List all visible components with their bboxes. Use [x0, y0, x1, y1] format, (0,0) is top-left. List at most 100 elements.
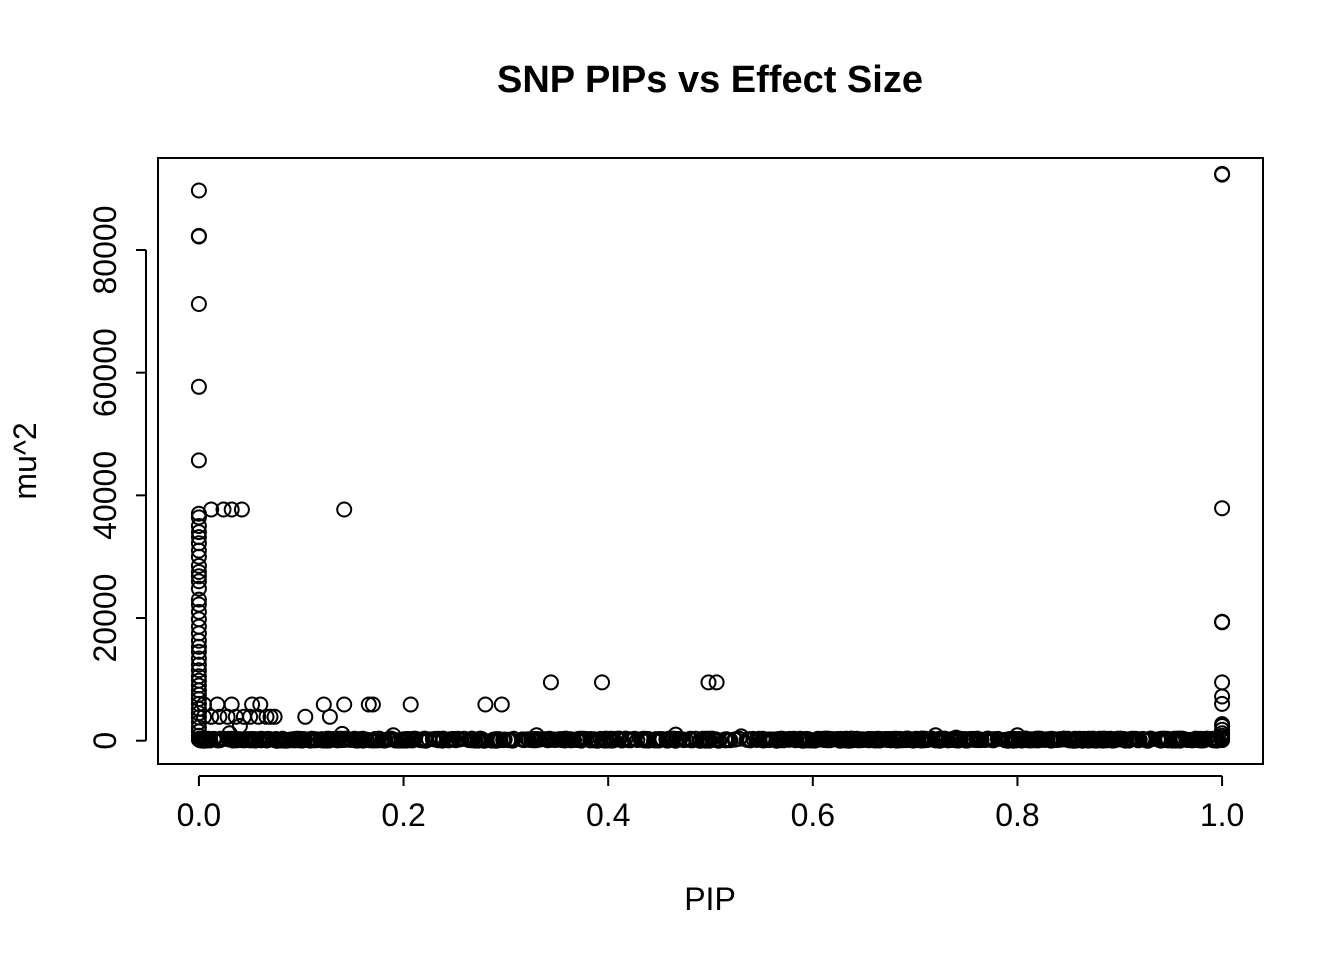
data-point — [984, 732, 1001, 749]
data-point — [798, 731, 815, 748]
data-point — [1214, 695, 1231, 712]
data-point — [823, 731, 839, 748]
x-tick-label: 0.8 — [995, 797, 1039, 833]
data-point — [1214, 500, 1231, 517]
y-tick-label: 40000 — [87, 451, 123, 540]
data-point — [924, 730, 941, 747]
data-point — [1178, 731, 1195, 748]
data-point — [315, 696, 332, 713]
data-point — [1159, 730, 1176, 747]
data-point — [358, 731, 375, 748]
data-point — [190, 452, 207, 469]
y-axis-label: mu^2 — [7, 422, 43, 499]
data-point — [1037, 731, 1054, 748]
data-point — [1142, 731, 1159, 748]
data-point — [190, 557, 207, 574]
data-point — [190, 227, 207, 244]
data-point — [1214, 613, 1231, 630]
data-point — [1214, 166, 1231, 183]
x-axis: 0.0 0.2 0.4 0.6 0.8 1.0 — [177, 775, 1244, 833]
data-point — [488, 732, 505, 749]
data-point — [950, 732, 967, 749]
data-point — [242, 732, 259, 749]
data-point — [242, 708, 259, 725]
data-point — [804, 732, 821, 749]
data-point — [1168, 730, 1185, 747]
data-point — [1029, 732, 1046, 749]
data-point — [250, 708, 267, 725]
x-tick-label: 0.4 — [586, 797, 630, 833]
data-point — [477, 696, 494, 713]
data-point — [190, 518, 207, 534]
data-point — [699, 731, 716, 748]
data-point — [190, 524, 207, 541]
data-point — [1045, 731, 1062, 748]
data-point — [738, 731, 755, 748]
data-point — [190, 573, 207, 590]
data-point — [290, 730, 306, 747]
data-point — [1198, 731, 1215, 747]
data-point — [223, 501, 240, 518]
data-point — [1056, 730, 1073, 747]
data-point — [278, 732, 295, 748]
data-point — [450, 731, 467, 748]
data-point — [1112, 731, 1129, 748]
data-point — [244, 696, 261, 713]
data-point — [190, 378, 207, 395]
x-tick-label: 0.6 — [791, 797, 835, 833]
y-tick-label: 80000 — [87, 206, 123, 295]
data-point — [196, 708, 212, 725]
data-point — [191, 731, 208, 748]
data-point — [206, 731, 223, 747]
data-point — [860, 731, 877, 747]
data-point — [816, 732, 833, 748]
data-point — [650, 732, 667, 749]
data-point — [302, 732, 319, 748]
data-point — [227, 708, 244, 725]
data-point — [755, 732, 772, 749]
data-point — [190, 656, 207, 673]
y-tick-label: 20000 — [87, 574, 123, 663]
data-point — [700, 674, 717, 691]
data-point — [493, 696, 510, 713]
data-point — [640, 731, 657, 747]
y-tick-label: 60000 — [87, 328, 123, 417]
data-point — [1027, 730, 1044, 747]
data-point — [957, 731, 974, 748]
chart-title: SNP PIPs vs Effect Size — [497, 59, 923, 101]
data-point — [190, 568, 207, 585]
data-point — [594, 674, 610, 691]
data-point — [190, 548, 207, 565]
data-point — [254, 731, 271, 748]
data-point — [266, 708, 283, 725]
data-point — [1214, 688, 1231, 705]
x-axis-label: PIP — [684, 881, 736, 917]
data-point — [297, 708, 314, 725]
data-point — [1187, 732, 1204, 748]
data-point — [190, 564, 207, 580]
data-points — [190, 165, 1231, 749]
data-point — [578, 731, 595, 747]
data-point — [360, 696, 377, 713]
data-point — [527, 732, 544, 749]
data-point — [337, 731, 354, 748]
data-point — [940, 732, 957, 749]
data-point — [603, 732, 620, 749]
data-point — [1214, 674, 1231, 691]
data-point — [961, 731, 978, 748]
data-point — [687, 730, 704, 747]
data-point — [887, 731, 904, 748]
data-point — [402, 696, 419, 713]
data-point — [1067, 732, 1084, 749]
data-point — [364, 696, 381, 713]
data-point — [682, 731, 699, 748]
data-point — [374, 732, 391, 748]
data-point — [672, 730, 689, 747]
data-point — [190, 296, 207, 312]
data-point — [190, 650, 207, 667]
data-point — [393, 732, 410, 749]
data-point — [252, 696, 269, 713]
y-axis: 0 20000 40000 60000 80000 — [87, 206, 147, 750]
data-point — [346, 730, 362, 747]
data-point — [258, 708, 275, 725]
